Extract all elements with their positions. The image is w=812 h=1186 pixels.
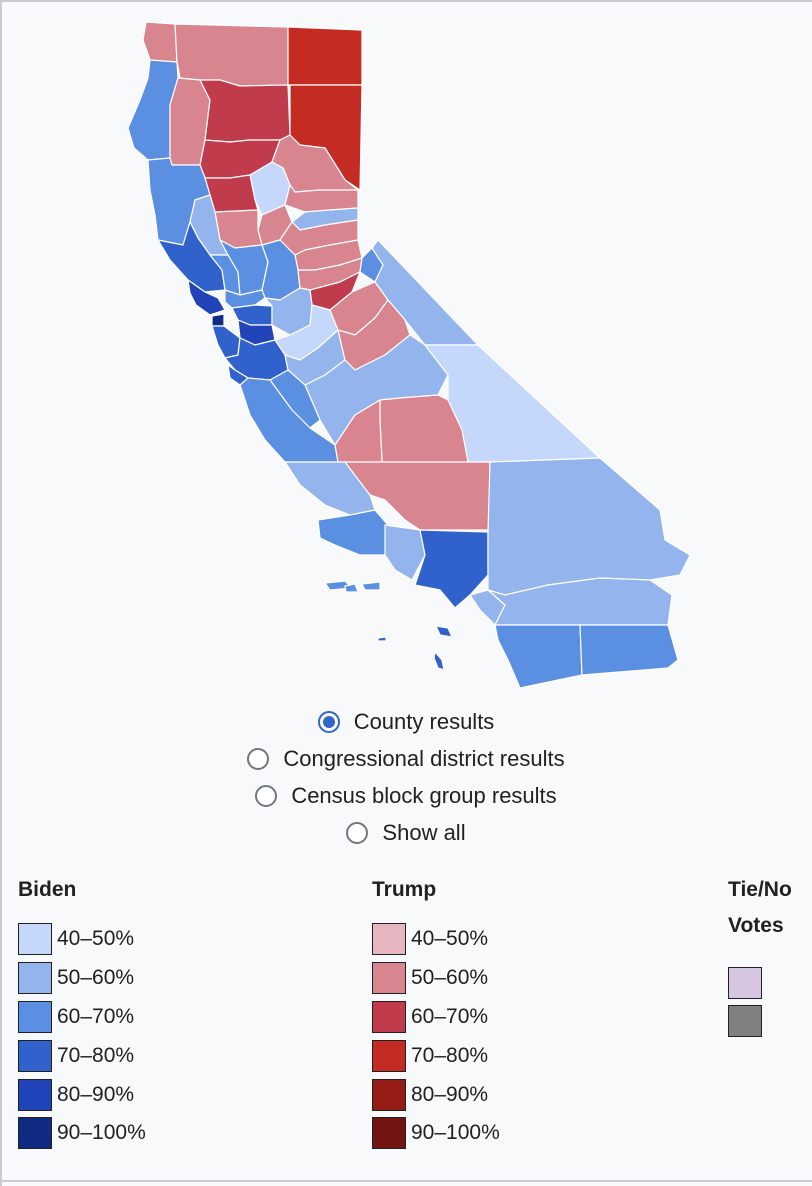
infobox-top-border — [0, 0, 812, 2]
legend-item: 40–50% — [18, 920, 146, 959]
county-shasta[interactable] — [199, 79, 291, 143]
county-san-bernardino[interactable] — [487, 457, 691, 596]
legend-swatch — [728, 1005, 762, 1037]
island-anacapa — [361, 581, 381, 591]
option-label: Show all — [382, 819, 466, 845]
legend-swatch — [372, 1117, 406, 1150]
option-label: Congressional district results — [283, 745, 565, 771]
legend-tie-no-votes: Tie/No Votes — [728, 872, 792, 1040]
infobox-left-border — [0, 0, 2, 1186]
county-san-mateo[interactable] — [211, 325, 241, 359]
legend-item: 50–60% — [372, 959, 500, 998]
county-imperial[interactable] — [579, 624, 679, 676]
county-kern[interactable] — [344, 461, 491, 531]
option-census-block-group-results[interactable]: Census block group results — [0, 777, 812, 814]
radio-unselected-icon[interactable] — [247, 747, 270, 770]
legend-biden: Biden 40–50% 50–60% 60–70% 70–80% 80–90%… — [18, 872, 146, 1153]
legend-swatch — [372, 1078, 406, 1111]
county-san-diego[interactable] — [494, 624, 583, 689]
county-solano[interactable] — [224, 289, 266, 309]
legend-label: 80–90% — [57, 1082, 135, 1106]
county-siskiyou[interactable] — [174, 23, 289, 87]
county-del-norte[interactable] — [142, 21, 178, 63]
legend-label: 50–60% — [411, 966, 489, 990]
legend-item: 40–50% — [372, 920, 500, 959]
legend-label: 60–70% — [411, 1004, 489, 1028]
california-county-results-map — [127, 21, 691, 689]
radio-unselected-icon[interactable] — [255, 784, 278, 807]
legend-label: 70–80% — [57, 1043, 135, 1067]
option-show-all[interactable]: Show all — [0, 814, 812, 851]
county-santa-barbara[interactable] — [317, 509, 389, 556]
island-santa-catalina — [435, 625, 453, 638]
legend-title-line2: Votes — [728, 914, 784, 937]
legend-swatch — [18, 962, 52, 995]
legend-label: 40–50% — [57, 927, 135, 951]
county-modoc[interactable] — [287, 26, 363, 86]
infobox-bottom-border — [0, 1180, 812, 1182]
legend-label: 70–80% — [411, 1043, 489, 1067]
legend-swatch — [372, 1039, 406, 1072]
map-view-options: County results Congressional district re… — [0, 703, 812, 851]
legend-label: 80–90% — [411, 1082, 489, 1106]
legend-swatch — [18, 1039, 52, 1072]
island-san-clemente — [433, 651, 445, 671]
legend-swatch — [372, 962, 406, 995]
legend-swatch — [18, 1117, 52, 1150]
legend-title: Trump — [372, 878, 437, 901]
legend-item: 60–70% — [18, 998, 146, 1037]
island-san-nicolas — [377, 636, 387, 642]
option-county-results[interactable]: County results — [0, 703, 812, 740]
legend-item: 50–60% — [18, 959, 146, 998]
island-santa-rosa — [344, 583, 359, 593]
option-congressional-district-results[interactable]: Congressional district results — [0, 740, 812, 777]
legend-item: 70–80% — [18, 1036, 146, 1075]
legend-item-no-votes — [728, 1002, 792, 1040]
legend-item: 60–70% — [372, 998, 500, 1037]
radio-unselected-icon[interactable] — [346, 821, 369, 844]
legend-swatch — [18, 923, 52, 956]
legend-trump: Trump 40–50% 50–60% 60–70% 70–80% 80–90%… — [372, 872, 500, 1153]
legend-item: 90–100% — [18, 1114, 146, 1153]
option-label: County results — [353, 708, 495, 734]
legend-swatch — [372, 1000, 406, 1033]
legend-label: 40–50% — [411, 927, 489, 951]
radio-selected-icon[interactable] — [317, 710, 340, 733]
legend-item-tie — [728, 964, 792, 1002]
county-riverside[interactable] — [487, 577, 673, 626]
legend-label: 50–60% — [57, 966, 135, 990]
option-label: Census block group results — [291, 782, 557, 808]
legend-item: 80–90% — [18, 1075, 146, 1114]
legend-title: Biden — [18, 878, 77, 901]
legend-title-line1: Tie/No — [728, 878, 792, 901]
legend-item: 70–80% — [372, 1036, 500, 1075]
legend-item: 90–100% — [372, 1114, 500, 1153]
legend-swatch — [18, 1000, 52, 1033]
legend-item: 80–90% — [372, 1075, 500, 1114]
legend-label: 90–100% — [411, 1121, 500, 1145]
legend-label: 90–100% — [57, 1121, 146, 1145]
legend-swatch — [728, 967, 762, 999]
legend-label: 60–70% — [57, 1004, 135, 1028]
legend-swatch — [18, 1078, 52, 1111]
legend-swatch — [372, 923, 406, 956]
county-san-francisco[interactable] — [211, 313, 225, 327]
county-marin[interactable] — [187, 279, 226, 316]
